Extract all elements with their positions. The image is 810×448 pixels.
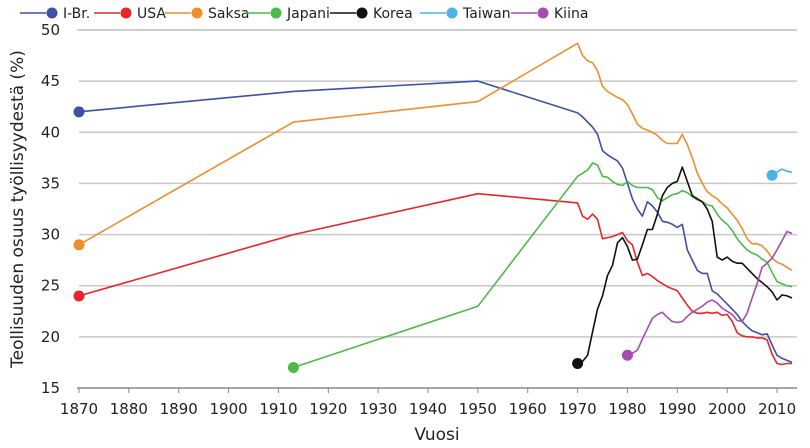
y-tick-label: 45 — [41, 72, 60, 90]
series-start-marker — [73, 290, 85, 302]
x-tick-label: 1970 — [559, 400, 597, 418]
series-start-marker — [572, 357, 584, 369]
x-tick-label: 1880 — [110, 400, 148, 418]
legend-item: I-Br. — [20, 6, 90, 22]
x-tick-label: 1930 — [359, 400, 397, 418]
y-tick-label: 35 — [41, 174, 60, 192]
legend-label: I-Br. — [63, 6, 90, 22]
series-line-saksa — [78, 42, 793, 272]
legend-marker — [120, 7, 132, 19]
x-tick-label: 1910 — [259, 400, 297, 418]
series-start-marker — [621, 349, 633, 361]
legend-item: Saksa — [165, 6, 249, 22]
legend-item: Taiwan — [420, 6, 511, 22]
series-start-marker — [73, 106, 85, 118]
series-start-marker — [73, 239, 85, 251]
y-axis-label: Teollisuuden osuus työllisyydestä (%) — [8, 50, 28, 369]
legend-label: Kiina — [554, 6, 588, 22]
series-line-usa — [78, 192, 792, 366]
legend-item: Japani — [244, 6, 330, 22]
x-tick-label: 1920 — [309, 400, 347, 418]
x-axis-label: Vuosi — [414, 425, 459, 445]
legend-item: Kiina — [511, 6, 588, 22]
legend-label: USA — [137, 6, 166, 22]
legend-label: Korea — [373, 6, 413, 22]
legend-item: USA — [94, 6, 166, 22]
series-start-marker — [766, 169, 778, 181]
y-tick-label: 50 — [41, 21, 60, 39]
legend-marker — [356, 7, 368, 19]
legend-marker — [46, 7, 58, 19]
x-tick-label: 1890 — [160, 400, 198, 418]
legend-label: Saksa — [208, 6, 249, 22]
legend-marker — [191, 7, 203, 19]
x-tick-label: 1870 — [60, 400, 98, 418]
legend-marker — [270, 7, 282, 19]
x-tick-label: 2000 — [708, 400, 746, 418]
x-tick-label: 1960 — [509, 400, 547, 418]
legend-label: Japani — [286, 6, 330, 22]
series-line-kiina — [627, 230, 793, 357]
x-tick-label: 1900 — [209, 400, 247, 418]
x-tick-label: 1950 — [459, 400, 497, 418]
y-tick-label: 30 — [41, 226, 60, 244]
y-tick-label: 20 — [41, 328, 60, 346]
legend-label: Taiwan — [462, 6, 511, 22]
y-tick-label: 15 — [41, 379, 60, 397]
series-line-korea — [577, 166, 793, 365]
y-tick-label: 40 — [41, 123, 60, 141]
series-line-japani — [293, 162, 793, 369]
legend-item: Korea — [330, 6, 413, 22]
x-tick-label: 1940 — [409, 400, 447, 418]
y-tick-label: 25 — [41, 277, 60, 295]
legend-marker — [537, 7, 549, 19]
x-tick-label: 2010 — [758, 400, 796, 418]
legend-marker — [446, 7, 458, 19]
series-line-ibr — [78, 80, 793, 364]
x-tick-label: 1990 — [658, 400, 696, 418]
x-tick-label: 1980 — [608, 400, 646, 418]
series-start-marker — [287, 362, 299, 374]
